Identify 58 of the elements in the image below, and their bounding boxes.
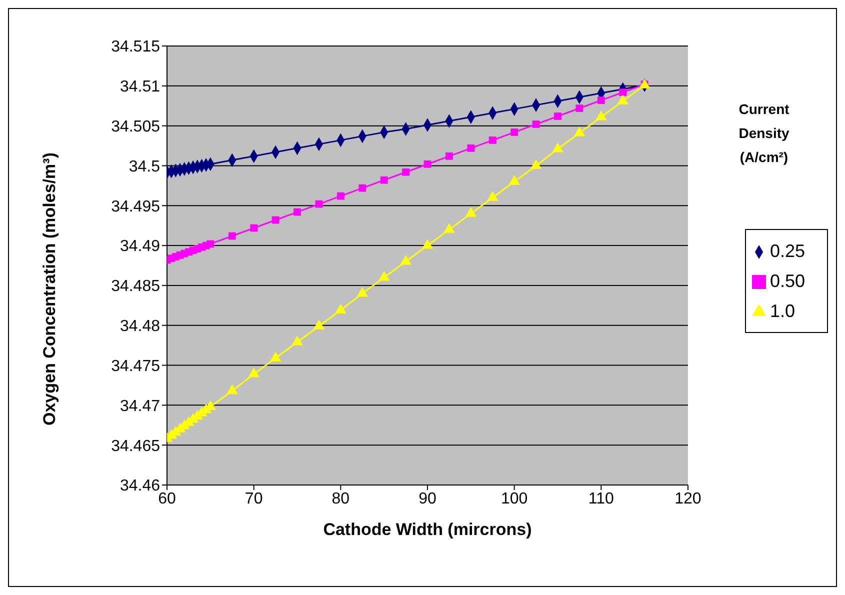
point [467,144,475,152]
y-tick-label: 34.495 [111,198,160,216]
point [292,336,303,346]
y-tick-label: 34.47 [120,398,160,415]
x-tick-label: 60 [158,490,176,508]
point [313,320,325,330]
point [378,270,390,281]
y-tick-label: 34.49 [120,238,160,256]
legend-label: 0.25 [770,241,805,261]
point [488,136,496,144]
x-tick-label: 100 [500,490,528,508]
y-tick-label: 34.485 [111,278,160,296]
point [576,104,584,112]
y-tick-label: 34.515 [111,38,160,56]
legend-title: Current Density (A/cm²) [738,100,790,167]
point [315,200,323,208]
point [356,286,368,297]
y-tick-label: 34.46 [120,478,160,495]
point [226,384,238,394]
legend-label: 1.0 [770,301,795,321]
point [510,128,518,136]
point [228,232,236,240]
y-tick-label: 34.5 [128,158,160,176]
x-tick-label: 120 [674,490,702,508]
point [336,192,344,200]
x-tick-label: 70 [244,490,263,508]
point [335,304,346,314]
x-tick-label: 80 [332,490,350,508]
point [532,120,540,128]
point [445,152,453,160]
point [422,239,434,249]
x-tick-label: 110 [588,490,614,508]
point [400,255,412,265]
point [270,352,282,362]
point [250,224,258,232]
point [486,191,498,201]
legend-label: 0.50 [770,271,805,291]
y-tick-label: 34.48 [120,318,160,336]
point [380,176,388,184]
point [206,240,214,248]
point [294,208,301,216]
x-tick-label: 90 [418,490,436,508]
point [248,368,260,378]
y-tick-label: 34.505 [111,118,160,136]
point [597,96,605,104]
y-tick-label: 34.51 [120,78,160,96]
y-axis-title: Oxygen Concentration (moles/m³) [40,152,60,426]
x-axis-title: Cathode Width (mircrons) [323,520,532,539]
point [444,223,455,233]
point [619,88,627,96]
y-tick-label: 34.475 [111,358,160,375]
point [358,184,366,192]
point [402,168,410,176]
y-tick-label: 34.465 [111,438,160,455]
point [465,207,477,217]
point [508,175,520,185]
point [554,112,562,120]
point [424,160,432,168]
